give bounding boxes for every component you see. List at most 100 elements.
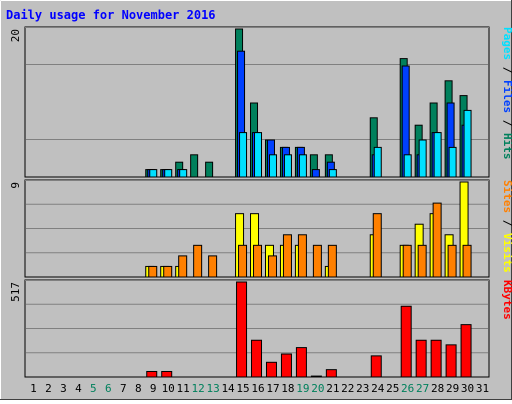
bar-kbytes-day-20 [310,375,322,378]
x-tick-label-day-21: 21 [326,382,339,395]
bar-pages-day-18 [283,154,292,178]
legend-0: Pages / Files / Hits [501,27,512,160]
x-tick-label-day-25: 25 [386,382,399,395]
x-tick-label-day-26: 26 [401,382,414,395]
bar-kbytes-day-9 [146,370,158,378]
legend-separator: / [501,213,512,233]
x-tick-label-day-18: 18 [281,382,294,395]
bar-sites-day-17 [267,255,277,278]
bar-kbytes-day-17 [265,361,277,378]
x-tick-label-day-7: 7 [120,382,127,395]
legend-entry-hits: Hits [501,133,512,160]
y-max-label-0: 20 [9,29,22,42]
bar-pages-day-30 [463,109,472,178]
legend-1: Sites / Visits [501,180,512,273]
x-tick-label-day-15: 15 [236,382,249,395]
bar-pages-day-26 [403,154,412,178]
bar-sites-day-20 [312,244,322,278]
x-tick-label-day-19: 19 [296,382,309,395]
x-tick-label-day-9: 9 [150,382,157,395]
bar-kbytes-day-27 [415,339,427,378]
bar-pages-day-24 [373,146,382,178]
x-tick-label-day-13: 13 [206,382,219,395]
bar-pages-day-17 [268,154,277,178]
legend-entry-kbytes: KBytes [501,280,512,320]
x-tick-label-day-14: 14 [221,382,235,395]
bar-kbytes-day-10 [161,370,173,378]
bar-pages-day-16 [254,132,263,178]
x-tick-label-day-20: 20 [311,382,324,395]
legend-separator: / [501,60,512,80]
x-tick-label-day-2: 2 [45,382,52,395]
x-tick-label-day-12: 12 [192,382,205,395]
legend-separator: / [501,113,512,133]
x-tick-label-day-27: 27 [416,382,429,395]
x-tick-label-day-22: 22 [341,382,354,395]
x-tick-label-day-4: 4 [75,382,82,395]
x-tick-label-day-24: 24 [371,382,385,395]
x-tick-label-day-6: 6 [105,382,112,395]
bar-sites-day-24 [372,213,382,278]
bar-sites-day-21 [327,244,337,278]
bar-sites-day-12 [193,244,203,278]
x-tick-label-day-30: 30 [461,382,474,395]
bar-sites-day-28 [432,202,442,278]
x-tick-label-day-1: 1 [30,382,37,395]
x-tick-label-day-10: 10 [162,382,175,395]
bar-hits-day-13 [205,161,214,178]
legend-entry-visits: Visits [501,233,512,273]
x-tick-label-day-29: 29 [446,382,459,395]
bar-sites-day-9 [148,265,158,278]
x-tick-label-day-28: 28 [431,382,444,395]
bar-kbytes-day-15 [236,281,248,378]
bar-pages-day-29 [448,146,457,178]
bar-kbytes-day-21 [325,369,337,378]
bar-pages-day-28 [433,132,442,178]
bar-files-day-20 [311,169,320,178]
bar-sites-day-16 [253,244,263,278]
x-tick-label-day-5: 5 [90,382,97,395]
legend-entry-sites: Sites [501,180,512,213]
bar-sites-day-18 [282,234,292,278]
x-tick-label-day-17: 17 [266,382,279,395]
bar-pages-day-19 [298,154,307,178]
bar-kbytes-day-16 [251,339,263,378]
bar-sites-day-13 [208,255,218,278]
bar-sites-day-10 [163,265,173,278]
bar-sites-day-26 [402,244,412,278]
bar-pages-day-10 [164,169,173,178]
bar-sites-day-11 [178,255,188,278]
bar-kbytes-day-19 [295,347,307,378]
bar-sites-day-19 [297,234,307,278]
x-tick-label-day-3: 3 [60,382,67,395]
bar-pages-day-9 [149,169,158,178]
chart-title: Daily usage for November 2016 [6,8,216,22]
x-tick-label-day-31: 31 [476,382,489,395]
x-tick-label-day-11: 11 [177,382,190,395]
bar-kbytes-day-30 [460,324,472,378]
bar-kbytes-day-28 [430,339,442,378]
bar-kbytes-day-24 [370,355,382,378]
legend-2: KBytes [501,280,512,320]
bar-kbytes-day-26 [400,305,412,378]
legend-entry-pages: Pages [501,27,512,60]
bar-hits-day-12 [190,154,199,178]
x-tick-label-day-8: 8 [135,382,142,395]
bar-kbytes-day-18 [280,353,292,378]
bar-pages-day-27 [418,139,427,178]
bar-sites-day-30 [462,244,472,278]
bar-pages-day-21 [328,169,337,178]
bar-kbytes-day-29 [445,344,457,378]
y-max-label-2: 517 [9,282,22,302]
y-max-label-1: 9 [9,182,22,189]
bar-sites-day-27 [417,244,427,278]
bar-pages-day-11 [179,169,188,178]
bar-pages-day-15 [239,132,248,178]
bar-sites-day-29 [447,244,457,278]
x-tick-label-day-23: 23 [356,382,369,395]
legend-entry-files: Files [501,80,512,113]
x-tick-label-day-16: 16 [251,382,264,395]
bar-sites-day-15 [238,244,248,278]
